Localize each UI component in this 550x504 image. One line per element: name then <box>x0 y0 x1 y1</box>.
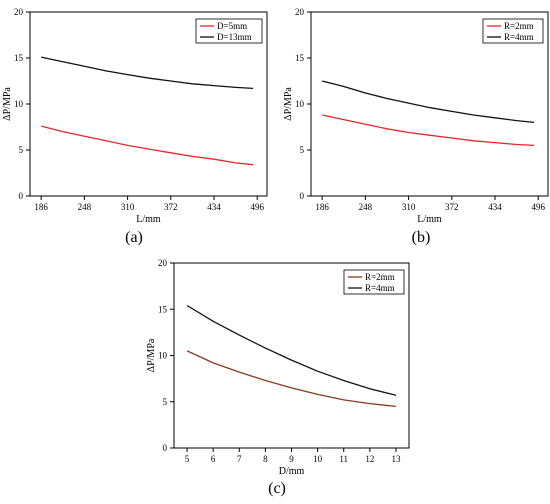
legend-box <box>195 18 263 44</box>
x-tick-label: 186 <box>34 202 48 212</box>
x-tick-label: 496 <box>250 202 264 212</box>
x-tick-label: 5 <box>185 454 190 464</box>
x-axis-label: D/mm <box>279 466 305 477</box>
y-axis-label: ΔP/MPa <box>283 87 294 121</box>
x-tick-label: 12 <box>365 454 374 464</box>
y-tick-label: 15 <box>295 53 305 63</box>
legend-box <box>482 18 544 44</box>
x-tick-label: 186 <box>315 202 329 212</box>
x-tick-label: 8 <box>263 454 268 464</box>
y-tick-label: 15 <box>14 53 24 63</box>
y-tick-label: 20 <box>295 7 305 17</box>
x-axis-label: L/mm <box>136 214 161 225</box>
y-tick-label: 0 <box>163 443 168 453</box>
legend-entry: R=2mm <box>365 272 395 282</box>
y-axis-label: ΔP/MPa <box>146 338 157 372</box>
x-tick-label: 9 <box>289 454 294 464</box>
y-tick-label: 5 <box>163 397 168 407</box>
y-tick-label: 20 <box>14 7 24 17</box>
x-tick-label: 496 <box>531 202 545 212</box>
legend-entry: D=5mm <box>217 21 247 31</box>
x-tick-label: 372 <box>164 202 178 212</box>
y-axis-label: ΔP/MPa <box>2 87 13 121</box>
x-tick-label: 11 <box>339 454 348 464</box>
x-tick-label: 7 <box>237 454 242 464</box>
x-tick-label: 6 <box>211 454 216 464</box>
x-tick-label: 434 <box>488 202 502 212</box>
x-axis-label: L/mm <box>417 214 442 225</box>
panel-label: (a) <box>125 229 143 246</box>
y-tick-label: 0 <box>300 191 305 201</box>
x-tick-label: 248 <box>359 202 373 212</box>
x-tick-label: 310 <box>121 202 135 212</box>
panel-label: (b) <box>412 229 431 246</box>
x-tick-label: 310 <box>402 202 416 212</box>
series-line-1 <box>186 304 397 396</box>
legend-entry: R=2mm <box>504 21 534 31</box>
legend-entry: D=13mm <box>217 32 252 42</box>
series-line-1 <box>322 80 535 124</box>
series-line-0 <box>322 114 535 147</box>
y-tick-label: 10 <box>295 99 305 109</box>
y-tick-label: 20 <box>158 258 168 268</box>
y-tick-label: 0 <box>19 191 24 201</box>
panel-label: (c) <box>268 480 286 497</box>
x-tick-label: 434 <box>207 202 221 212</box>
x-tick-label: 248 <box>78 202 92 212</box>
x-tick-label: 10 <box>313 454 323 464</box>
y-tick-label: 10 <box>158 351 168 361</box>
legend-entry: R=4mm <box>504 32 534 42</box>
legend-box <box>343 269 405 295</box>
y-tick-label: 10 <box>14 99 24 109</box>
y-tick-label: 15 <box>158 304 168 314</box>
y-tick-label: 5 <box>300 145 305 155</box>
series-line-1 <box>41 56 254 90</box>
x-tick-label: 13 <box>391 454 401 464</box>
legend-entry: R=4mm <box>365 283 395 293</box>
x-tick-label: 372 <box>445 202 459 212</box>
y-tick-label: 5 <box>19 145 24 155</box>
series-line-0 <box>41 125 254 166</box>
series-line-0 <box>186 350 396 408</box>
